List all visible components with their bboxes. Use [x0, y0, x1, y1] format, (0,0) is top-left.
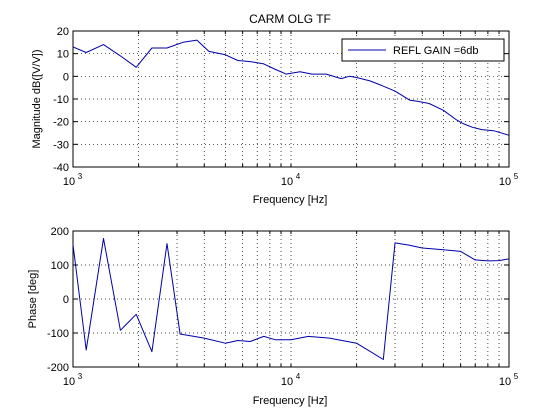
magnitude-x-tick-exponent: 3: [78, 172, 83, 181]
phase-x-tick-label: 10: [63, 376, 75, 388]
magnitude-series: [72, 39, 510, 136]
magnitude-series-line: [72, 39, 510, 136]
chart-title: CARM OLG TF: [249, 12, 331, 26]
magnitude-x-tick-label: 10: [281, 176, 293, 188]
phase-y-tick-label: -100: [47, 328, 69, 340]
legend-box: [341, 38, 505, 62]
phase-x-tick-label: 10: [281, 376, 293, 388]
magnitude-y-tick-label: 10: [57, 49, 69, 61]
legend-entry-label: REFL GAIN =6db: [393, 45, 479, 57]
magnitude-y-tick-label: -30: [53, 139, 69, 151]
phase-y-tick-label: 100: [51, 260, 69, 272]
magnitude-x-tick-exponent: 4: [296, 172, 301, 181]
magnitude-grid: [73, 31, 509, 167]
magnitude-x-tick-label: 10: [499, 176, 511, 188]
phase-series: [72, 238, 510, 360]
phase-xlabel: Frequency [Hz]: [253, 395, 328, 407]
magnitude-y-tick-label: -40: [53, 162, 69, 174]
phase-ylabel: Phase [deg]: [27, 270, 39, 329]
phase-y-tick-label: 200: [51, 226, 69, 238]
phase-grid: [73, 231, 509, 367]
phase-series-line: [72, 238, 510, 360]
phase-x-tick-label: 10: [499, 376, 511, 388]
magnitude-y-tick-label: 20: [57, 26, 69, 38]
magnitude-xlabel: Frequency [Hz]: [253, 194, 328, 206]
magnitude-x-tick-exponent: 5: [514, 172, 519, 181]
magnitude-y-tick-label: -10: [53, 94, 69, 106]
legend: REFL GAIN =6db: [341, 38, 505, 62]
magnitude-x-tick-label: 10: [63, 176, 75, 188]
magnitude-y-tick-label: 0: [63, 71, 69, 83]
magnitude-y-tick-label: -20: [53, 117, 69, 129]
phase-x-tick-exponent: 5: [514, 372, 519, 381]
phase-x-tick-exponent: 4: [296, 372, 301, 381]
phase-y-tick-label: 0: [63, 294, 69, 306]
phase-x-tick-exponent: 3: [78, 372, 83, 381]
phase-y-tick-label: -200: [47, 362, 69, 374]
magnitude-ylabel: Magnitude dB([V/V]): [31, 49, 43, 148]
